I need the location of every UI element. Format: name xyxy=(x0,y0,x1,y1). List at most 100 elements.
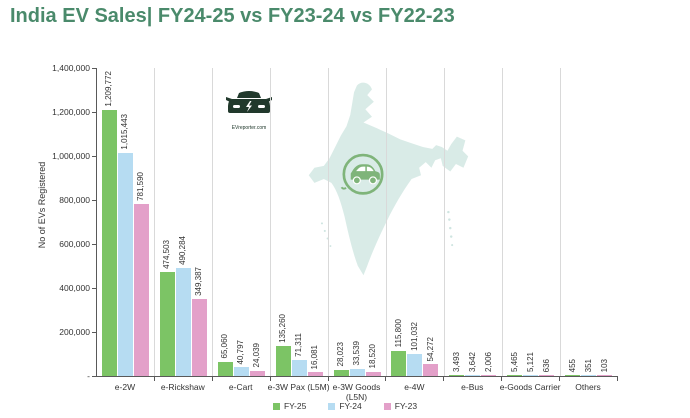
legend-swatch xyxy=(272,402,280,410)
category-separator xyxy=(270,68,272,376)
bar xyxy=(391,350,407,376)
y-axis-tick xyxy=(92,67,96,69)
bar xyxy=(101,109,117,376)
bar xyxy=(307,372,323,376)
bar xyxy=(249,370,265,376)
bar xyxy=(407,353,423,376)
category-separator xyxy=(385,68,387,376)
x-axis-tick xyxy=(443,377,445,381)
x-axis-category-label: e-3W Pax (L5M) xyxy=(267,382,330,392)
bar-value-label: 54,272 xyxy=(425,336,435,362)
y-tick-label: - xyxy=(87,371,90,381)
bar-value-label: 349,387 xyxy=(194,267,204,297)
x-axis-category-label: e-Bus xyxy=(461,382,484,392)
bar-value-label: 71,311 xyxy=(294,333,304,358)
x-axis-tick xyxy=(559,377,561,381)
bar-value-label: 18,520 xyxy=(368,344,377,369)
bar xyxy=(423,364,439,376)
bar-value-label: 5,465 xyxy=(509,351,519,372)
evreporter-logo: EVreporter.com xyxy=(223,90,275,131)
bar-value-label: 16,081 xyxy=(310,345,320,370)
legend-swatch xyxy=(383,402,391,410)
legend-label: FY-25 xyxy=(283,401,307,411)
x-axis-tick xyxy=(211,377,213,381)
x-axis-tick xyxy=(501,377,503,381)
y-tick-label: 800,000 xyxy=(59,195,90,205)
bar xyxy=(217,361,233,376)
bar-value-label: 28,023 xyxy=(336,342,345,367)
x-axis-category-label: e-Cart xyxy=(228,382,253,392)
plot-area: EVreporter.com 1,209,772 1,015,443 781,590… xyxy=(96,68,618,377)
bar-value-label: 40,797 xyxy=(236,339,246,365)
category-separator xyxy=(154,68,156,376)
bar-value-label: 33,539 xyxy=(352,341,361,366)
y-axis-tick xyxy=(92,243,96,245)
y-axis-tick xyxy=(92,155,96,157)
bar xyxy=(291,360,307,376)
bar xyxy=(565,375,581,376)
legend-swatch xyxy=(328,402,336,410)
bar-value-label: 2,006 xyxy=(483,351,493,372)
bar-value-label: 3,642 xyxy=(467,351,477,372)
category-separator xyxy=(443,68,445,376)
category-separator xyxy=(328,68,330,376)
y-axis-tick xyxy=(92,199,96,201)
bar-value-label: 101,032 xyxy=(409,321,419,351)
bar xyxy=(507,374,523,376)
category-separator xyxy=(559,68,561,376)
y-tick-label: 600,000 xyxy=(59,239,90,249)
legend-label: FY-24 xyxy=(339,401,362,411)
bar xyxy=(539,375,555,376)
chart-title: India EV Sales| FY24-25 vs FY23-24 vs FY… xyxy=(10,5,455,27)
x-axis-category-label: e-2W xyxy=(114,382,136,392)
legend-label: FY-23 xyxy=(394,401,418,411)
bar xyxy=(465,375,481,376)
bar-value-label: 455 xyxy=(567,358,577,372)
category-separator xyxy=(212,68,214,376)
bar-value-label: 115,800 xyxy=(393,319,403,348)
y-axis-tick xyxy=(92,287,96,289)
y-axis-tick xyxy=(92,375,96,377)
y-tick-label: 1,000,000 xyxy=(52,151,90,161)
bar-value-label: 1,209,772 xyxy=(104,71,114,107)
legend-item: FY-24 xyxy=(328,401,362,411)
x-axis-tick xyxy=(153,377,155,381)
x-axis-category-label: e-4W xyxy=(404,382,425,392)
bar xyxy=(191,299,207,376)
bar xyxy=(449,375,465,376)
bar-value-label: 3,493 xyxy=(451,351,461,372)
y-tick-label: 200,000 xyxy=(59,327,90,337)
x-axis-tick xyxy=(385,377,387,381)
legend-item: FY-23 xyxy=(383,401,418,411)
x-axis-category-label: Others xyxy=(575,382,601,392)
x-axis-tick xyxy=(617,377,618,381)
bar-value-label: 24,039 xyxy=(252,343,262,368)
category-separator xyxy=(501,68,503,376)
bar xyxy=(481,375,497,376)
y-tick-label: 1,200,000 xyxy=(52,107,90,117)
bar-value-label: 103 xyxy=(599,358,609,372)
logo-text: EVreporter.com xyxy=(231,125,267,131)
bar xyxy=(581,375,597,376)
bar-value-label: 1,015,443 xyxy=(120,114,130,150)
bar-value-label: 474,503 xyxy=(162,239,172,269)
bar xyxy=(117,152,133,376)
bar xyxy=(275,346,291,376)
bar xyxy=(133,204,149,376)
bar xyxy=(175,268,191,376)
bar xyxy=(233,367,249,376)
x-axis-category-label: e-Rickshaw xyxy=(160,382,205,392)
bar xyxy=(333,369,349,376)
bar-value-label: 5,121 xyxy=(525,351,535,372)
bar-value-label: 781,590 xyxy=(136,172,146,202)
x-axis-category-label: e-3W Goods (L5N) xyxy=(332,382,381,402)
bar xyxy=(523,374,539,376)
bar-value-label: 351 xyxy=(583,358,593,372)
legend: FY-25 FY-24 FY-23 xyxy=(0,401,690,411)
x-axis-tick xyxy=(327,377,329,381)
bar-value-label: 135,260 xyxy=(278,314,288,344)
y-tick-label: 1,400,000 xyxy=(52,63,90,73)
bar-value-label: 490,284 xyxy=(178,236,188,266)
